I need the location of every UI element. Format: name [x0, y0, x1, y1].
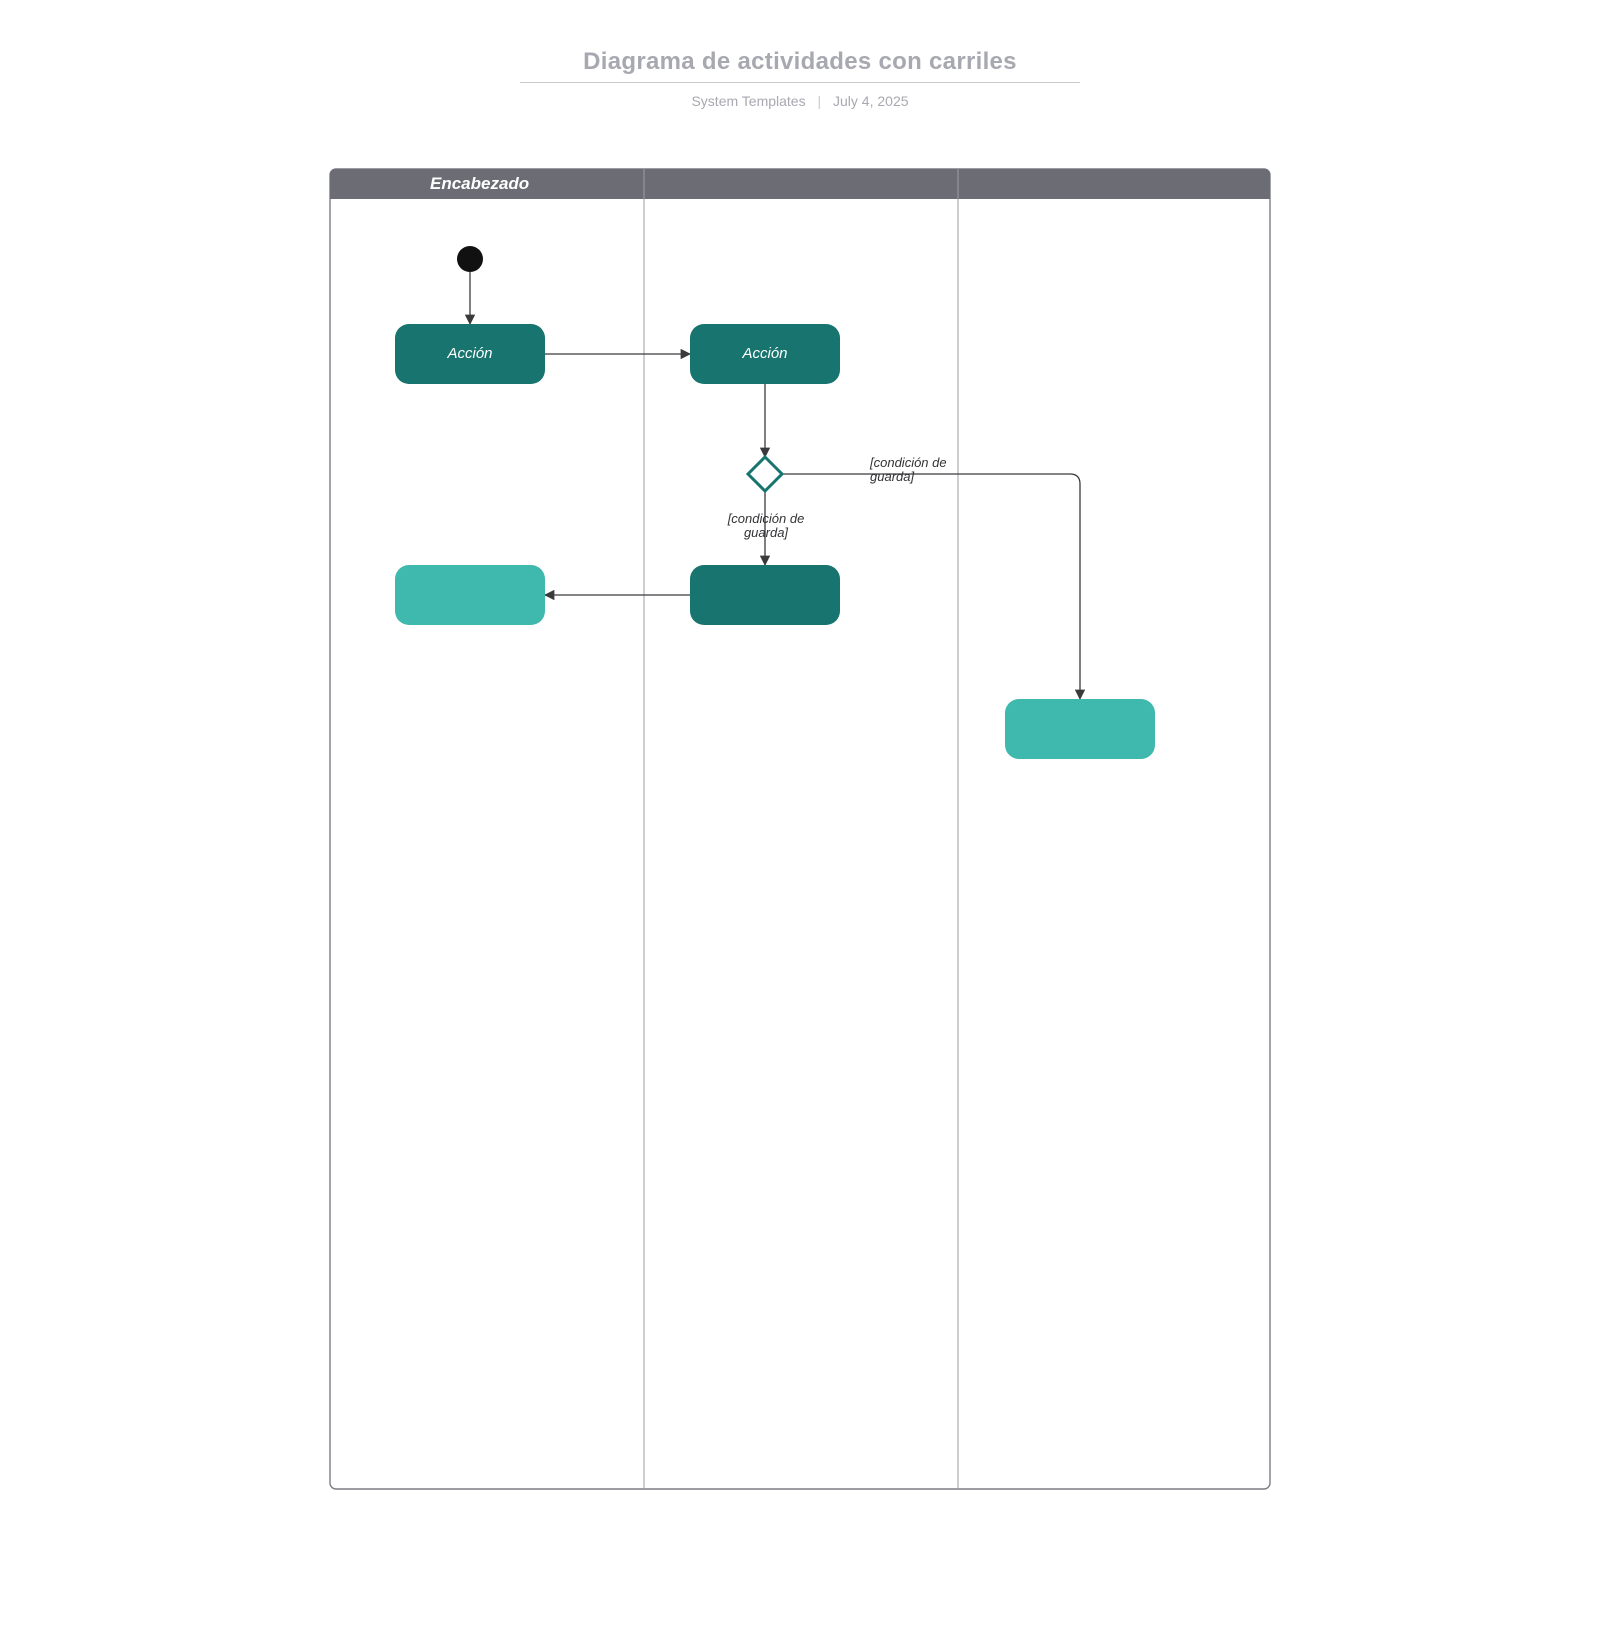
action-node-a3: [690, 565, 840, 625]
page-subtitle: System Templates | July 4, 2025: [0, 93, 1600, 109]
subtitle-separator: |: [817, 93, 821, 109]
action-label-a2: Acción: [741, 345, 787, 362]
action-label-a1: Acción: [446, 345, 492, 362]
initial-node: [457, 246, 483, 272]
date-label: July 4, 2025: [833, 93, 909, 109]
title-underline: [520, 82, 1080, 83]
author-label: System Templates: [691, 93, 805, 109]
page-title: Diagrama de actividades con carriles: [0, 48, 1600, 76]
swimlane-svg: Encabezado[condición deguarda][condición…: [0, 109, 1600, 1549]
action-node-a5: [1005, 699, 1155, 759]
action-node-a4: [395, 565, 545, 625]
swimlane-header-label: Encabezado: [430, 174, 529, 193]
diagram-canvas: Encabezado[condición deguarda][condición…: [0, 109, 1600, 1549]
